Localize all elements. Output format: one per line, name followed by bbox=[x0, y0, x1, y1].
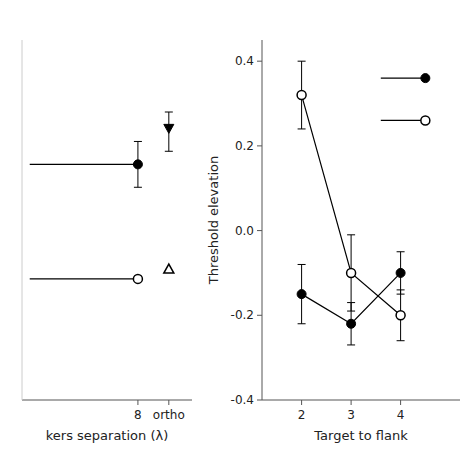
error-bar bbox=[397, 252, 405, 294]
y-axis-line bbox=[22, 40, 23, 400]
chart: 8 ortho kers separation (λ) 2 3 4 -0.4 -0.2 0.0 0… bbox=[0, 0, 474, 474]
y-tick bbox=[257, 61, 262, 62]
error-bar bbox=[397, 290, 405, 341]
x-tick bbox=[301, 400, 302, 405]
error-bar bbox=[347, 235, 355, 311]
point bbox=[133, 160, 142, 169]
series bbox=[421, 74, 430, 83]
x-axis-line bbox=[262, 400, 460, 401]
point bbox=[421, 74, 430, 83]
line bbox=[30, 164, 138, 165]
y-tick bbox=[257, 230, 262, 231]
point bbox=[297, 290, 306, 299]
line bbox=[30, 278, 138, 279]
error-bar bbox=[165, 112, 173, 151]
y-tick-label: 0.4 bbox=[235, 54, 254, 68]
series bbox=[30, 278, 138, 279]
plot-area bbox=[30, 112, 174, 283]
y-tick-label: -0.4 bbox=[231, 393, 254, 407]
error-bar bbox=[347, 303, 355, 345]
y-tick bbox=[257, 400, 262, 401]
point bbox=[164, 124, 174, 133]
point bbox=[421, 116, 430, 125]
point bbox=[396, 311, 405, 320]
series bbox=[297, 61, 405, 341]
point bbox=[133, 274, 142, 283]
series bbox=[381, 78, 426, 79]
point bbox=[396, 268, 405, 277]
line bbox=[381, 120, 426, 121]
y-tick-label: 0.2 bbox=[235, 139, 254, 153]
point bbox=[347, 319, 356, 328]
y-tick bbox=[257, 145, 262, 146]
series bbox=[421, 116, 430, 125]
x-tick bbox=[137, 400, 138, 405]
y-axis-line bbox=[262, 40, 263, 400]
x-axis-label: kers separation (λ) bbox=[46, 428, 168, 443]
series bbox=[381, 120, 426, 121]
error-bar bbox=[298, 264, 306, 323]
point bbox=[297, 91, 306, 100]
x-tick-label: 3 bbox=[347, 408, 355, 422]
x-tick bbox=[351, 400, 352, 405]
x-tick-label: 2 bbox=[298, 408, 306, 422]
line bbox=[381, 78, 426, 79]
x-tick bbox=[400, 400, 401, 405]
series bbox=[164, 112, 174, 151]
series bbox=[164, 264, 174, 273]
plot-area bbox=[297, 61, 430, 345]
y-axis-label: Threshold elevation bbox=[206, 156, 221, 285]
x-tick bbox=[168, 400, 169, 405]
y-tick-label: -0.2 bbox=[231, 308, 254, 322]
panel: 8 ortho kers separation (λ) bbox=[22, 40, 192, 443]
x-tick-label: 4 bbox=[397, 408, 405, 422]
panel: 2 3 4 -0.4 -0.2 0.0 0.2 0.4 Target to flank Thres… bbox=[206, 40, 460, 443]
y-tick bbox=[257, 315, 262, 316]
y-tick-label: 0.0 bbox=[235, 224, 254, 238]
x-axis-label: Target to flank bbox=[313, 428, 408, 443]
error-bar bbox=[298, 61, 306, 129]
x-tick-label: ortho bbox=[153, 408, 185, 422]
line bbox=[302, 95, 401, 315]
error-bar bbox=[134, 141, 142, 187]
series bbox=[133, 141, 142, 187]
series bbox=[30, 164, 138, 165]
point bbox=[347, 268, 356, 277]
x-axis-line bbox=[22, 400, 192, 401]
series bbox=[297, 252, 405, 345]
x-tick-label: 8 bbox=[134, 408, 142, 422]
series bbox=[133, 274, 142, 283]
point bbox=[164, 264, 174, 273]
